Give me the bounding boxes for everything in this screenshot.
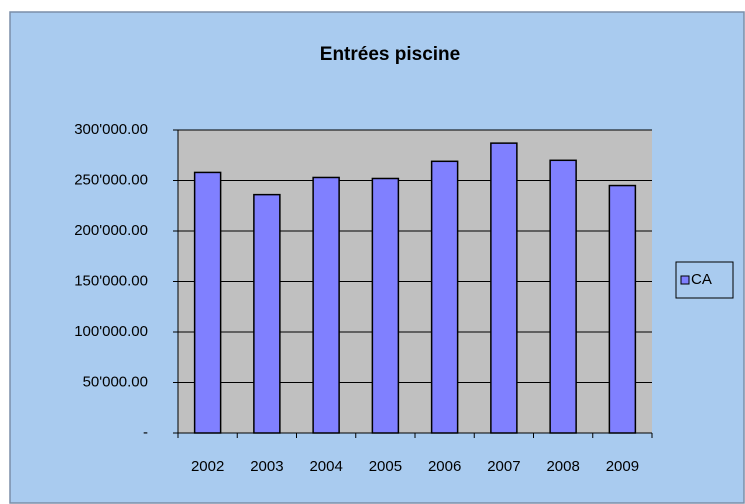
y-tick-label: 100'000.00: [74, 323, 148, 340]
bar: [490, 142, 518, 434]
x-tick-label: 2009: [606, 458, 639, 475]
x-tick-label: 2002: [191, 458, 224, 475]
x-tick-label: 2003: [250, 458, 283, 475]
bar: [193, 171, 222, 434]
x-tick-label: 2005: [369, 458, 402, 475]
y-tick-label: 150'000.00: [74, 272, 148, 289]
x-tick-label: 2004: [309, 458, 342, 475]
y-tick-label: 300'000.00: [74, 121, 148, 138]
bar: [430, 160, 459, 434]
x-tick-label: 2008: [546, 458, 579, 475]
bar: [312, 176, 340, 434]
y-tick-label: 200'000.00: [74, 222, 148, 239]
bar: [608, 184, 637, 434]
y-tick-label: 50'000.00: [83, 373, 148, 390]
chart-title: Entrées piscine: [320, 44, 460, 65]
legend-swatch: [680, 275, 690, 285]
y-tick-label: 250'000.00: [74, 171, 148, 188]
bar: [253, 193, 281, 434]
x-tick-label: 2007: [487, 458, 520, 475]
legend-box: [675, 261, 734, 299]
bar: [371, 177, 400, 434]
bar: [549, 159, 577, 434]
legend-label: CA: [691, 271, 712, 288]
x-tick-label: 2006: [428, 458, 461, 475]
y-tick-label: -: [143, 424, 148, 441]
